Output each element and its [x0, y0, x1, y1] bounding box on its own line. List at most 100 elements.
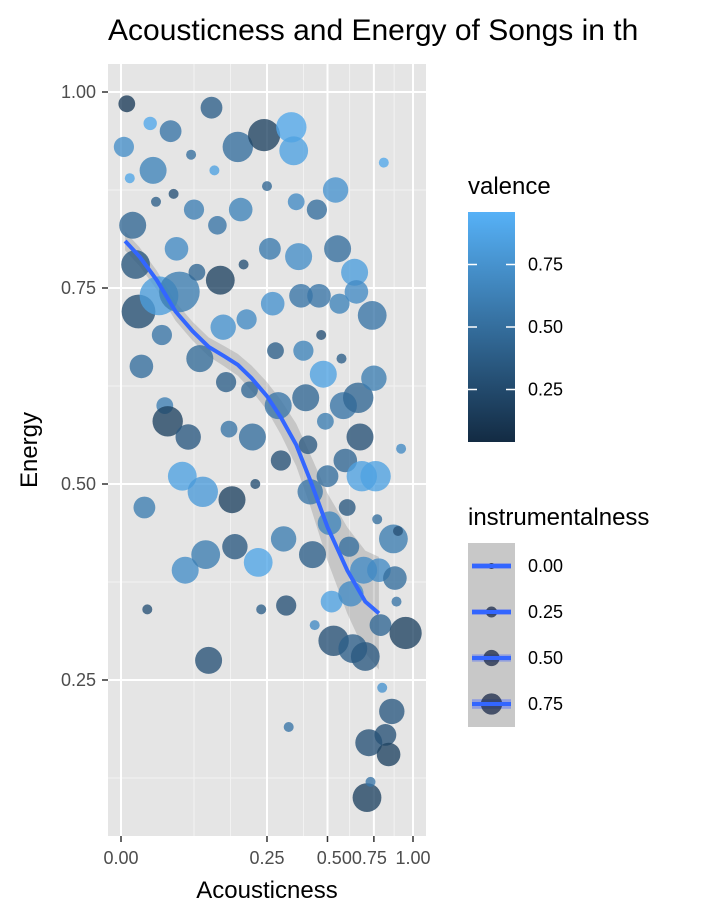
data-point: [152, 406, 183, 437]
data-point: [238, 259, 249, 270]
data-point: [377, 682, 388, 693]
instrumentalness-legend-label: 0.75: [528, 694, 563, 714]
data-point: [159, 120, 182, 143]
data-point: [292, 384, 320, 412]
data-point: [339, 536, 360, 557]
data-point: [344, 280, 369, 304]
data-point: [287, 193, 305, 211]
data-point: [222, 534, 248, 560]
data-point: [279, 136, 309, 166]
instrumentalness-legend-keys: 0.00 0.25 0.50 0.75: [468, 543, 563, 727]
data-point: [119, 211, 147, 239]
data-point: [124, 173, 135, 184]
data-point: [346, 423, 374, 451]
data-point: [283, 722, 294, 732]
y-axis-label: Energy: [16, 412, 43, 488]
data-point: [276, 595, 297, 616]
valence-legend-title: valence: [468, 173, 551, 200]
instrumentalness-legend-label: 0.25: [528, 602, 563, 622]
data-point: [228, 197, 253, 222]
data-point: [293, 340, 314, 361]
y-axis-ticks: 0.25 0.50 0.75 1.00: [61, 82, 108, 690]
data-point: [260, 291, 285, 316]
data-point: [352, 783, 382, 812]
smooth-line: [123, 239, 381, 615]
smooth-ribbon: [125, 231, 379, 670]
y-tick-label: 0.25: [61, 670, 96, 690]
data-point: [139, 156, 167, 184]
data-point: [309, 360, 337, 388]
instrumentalness-legend-title: instrumentalness: [468, 504, 649, 531]
data-point: [218, 486, 246, 514]
data-point: [168, 188, 179, 199]
data-point: [113, 136, 134, 157]
data-point: [298, 435, 318, 455]
x-axis-ticks: 0.00 0.25 0.500.75 1.00: [103, 836, 431, 868]
data-point: [320, 590, 343, 613]
data-point: [164, 237, 189, 261]
data-point: [133, 496, 156, 519]
data-point: [205, 265, 235, 295]
data-point: [143, 116, 157, 131]
data-point: [374, 724, 397, 746]
data-point: [121, 250, 150, 279]
data-point: [151, 324, 172, 346]
data-point: [343, 382, 374, 413]
data-point: [209, 165, 220, 176]
data-point: [188, 263, 206, 281]
data-point: [129, 354, 154, 379]
data-point: [341, 258, 369, 286]
data-point: [241, 381, 258, 399]
x-tick-label: 1.00: [395, 848, 430, 868]
data-point: [256, 604, 267, 615]
data-point: [396, 443, 407, 454]
data-point: [324, 235, 352, 263]
data-point: [142, 604, 153, 615]
data-point: [118, 95, 136, 113]
data-point: [391, 596, 402, 607]
data-point: [317, 412, 334, 430]
data-point: [267, 342, 284, 360]
colorbar-label: 0.25: [528, 380, 563, 400]
data-point: [316, 465, 339, 488]
data-point: [361, 365, 387, 391]
data-point: [236, 309, 257, 330]
data-point: [238, 423, 266, 451]
data-point: [191, 540, 221, 569]
valence-legend: valence 0.75 0.50 0.25: [468, 173, 563, 442]
x-axis-label: Acousticness: [196, 877, 337, 904]
data-point: [216, 372, 237, 393]
confidence-band: [125, 231, 379, 670]
colorbar-label: 0.75: [528, 255, 563, 275]
y-tick-label: 1.00: [61, 82, 96, 102]
data-point: [338, 499, 356, 516]
data-point: [186, 149, 197, 160]
data-point: [183, 199, 205, 220]
data-point: [350, 642, 380, 671]
x-tick-label: 0.500.75: [317, 848, 387, 868]
data-point: [336, 353, 347, 364]
data-point: [222, 131, 253, 163]
data-point: [276, 112, 307, 143]
instrumentalness-legend-label: 0.50: [528, 648, 563, 668]
data-point: [357, 301, 387, 330]
data-point: [285, 243, 313, 271]
data-point: [369, 614, 392, 636]
data-point: [372, 514, 383, 525]
data-point: [187, 476, 218, 507]
instrumentalness-legend-label: 0.00: [528, 556, 563, 576]
data-point: [200, 96, 223, 119]
data-point: [270, 450, 291, 471]
y-tick-label: 0.75: [61, 278, 96, 298]
data-point: [316, 330, 327, 340]
data-point: [151, 196, 161, 207]
data-point: [378, 157, 389, 168]
data-point: [322, 177, 349, 203]
data-point: [309, 620, 320, 631]
data-point: [195, 646, 223, 674]
data-point: [220, 420, 238, 438]
data-point: [175, 424, 201, 450]
data-point: [307, 284, 331, 308]
y-tick-label: 0.50: [61, 474, 96, 494]
